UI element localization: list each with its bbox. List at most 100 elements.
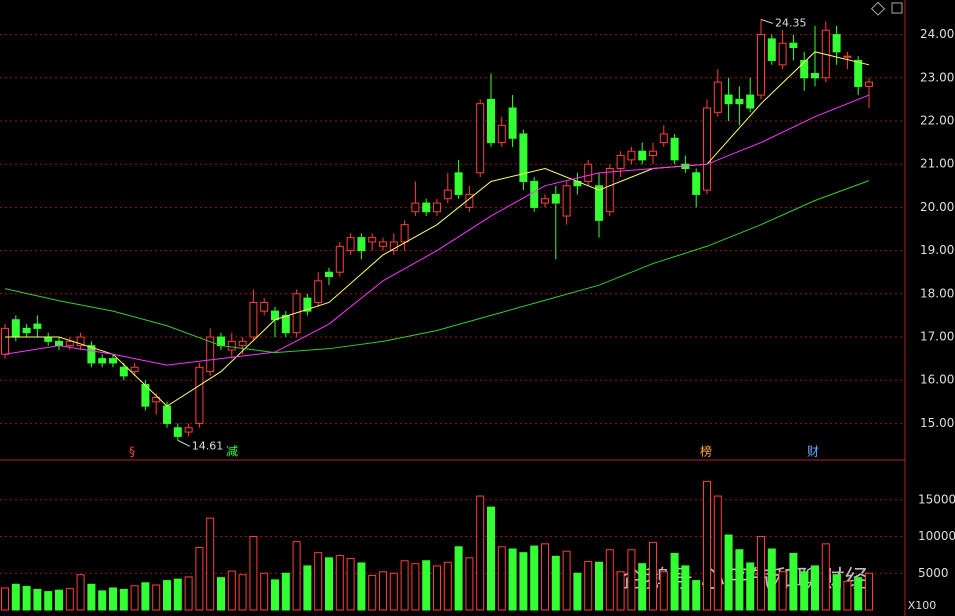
candle-body: [22, 327, 31, 334]
volume-bar: [260, 572, 269, 611]
candle-body: [551, 193, 560, 204]
candle-body: [659, 133, 668, 144]
candle-body: [173, 427, 182, 437]
candle-body: [530, 180, 539, 208]
volume-bar: [616, 571, 625, 611]
candle-body: [357, 237, 366, 252]
icon-box[interactable]: [891, 2, 903, 14]
volume-bar: [206, 517, 215, 611]
volume-bar: [411, 563, 420, 611]
candle-body: [584, 163, 593, 182]
candle-body: [44, 336, 53, 342]
volume-bar: [65, 588, 74, 611]
annotation-leader: [760, 18, 774, 24]
volume-bar: [746, 562, 755, 611]
y2-tick-label: 10000: [918, 529, 955, 543]
volume-bar: [595, 561, 603, 611]
candle-body: [649, 150, 657, 157]
candle-body: [811, 72, 819, 79]
candle-body: [508, 107, 517, 139]
volume-bar: [767, 548, 776, 611]
moving-average-line: [4, 94, 870, 366]
volume-bar: [249, 536, 258, 611]
candle-body: [130, 366, 139, 373]
candle-body: [778, 42, 787, 66]
candle-body: [141, 384, 150, 407]
candle-body: [735, 98, 744, 105]
volume-bar: [346, 558, 355, 611]
volume-bar: [271, 579, 279, 611]
y-tick-label: 23.00: [920, 70, 954, 84]
candle-body: [249, 301, 258, 338]
candle-body: [703, 107, 711, 191]
candle-body: [800, 59, 809, 79]
candle-body: [65, 340, 74, 347]
volume-bar: [357, 562, 366, 611]
y-tick-label: 18.00: [920, 286, 954, 300]
volume-bar: [821, 543, 830, 611]
volume-bar: [141, 582, 150, 611]
volume-bar: [681, 565, 690, 611]
volume-bar: [724, 534, 733, 611]
candle-body: [206, 336, 215, 373]
volume-bar: [22, 585, 31, 611]
candle-body: [76, 336, 85, 347]
volume-bar: [433, 565, 441, 611]
signal-marker: 榜: [700, 444, 712, 459]
watermark: 企鹅号 心平气和聊财经: [621, 565, 869, 593]
candle-body: [454, 172, 463, 195]
volume-bar: [627, 549, 636, 611]
candle-body: [1, 327, 9, 355]
y2-tick-label: 15000: [918, 492, 955, 506]
signal-marker: 财: [807, 445, 819, 459]
signal-marker: §: [129, 445, 135, 459]
volume-bar: [292, 541, 301, 611]
volume-bar: [119, 588, 128, 611]
volume-bar: [605, 549, 614, 611]
candle-body: [843, 55, 852, 58]
candle-body: [692, 172, 701, 195]
volume-bar: [389, 572, 398, 611]
candle-body: [195, 366, 204, 424]
volume-bar: [659, 571, 668, 611]
candle-body: [595, 185, 603, 221]
candle-body: [325, 271, 333, 278]
candle-body: [346, 237, 355, 252]
y-tick-label: 24.00: [920, 27, 954, 41]
y-tick-label: 21.00: [920, 157, 954, 171]
volume-bar: [519, 552, 528, 611]
volume-bar: [562, 550, 571, 611]
volume-bar: [487, 506, 495, 611]
signal-marker: 减: [226, 445, 238, 459]
candle-body: [400, 224, 409, 243]
volume-bar: [703, 480, 711, 611]
candle-body: [335, 245, 344, 273]
volume-bar: [757, 536, 765, 611]
y-tick-label: 22.00: [920, 113, 954, 127]
volume-bar: [130, 585, 139, 611]
volume-bar: [638, 563, 647, 611]
y-tick-label: 17.00: [920, 330, 954, 344]
volume-bar: [573, 572, 582, 611]
candle-body: [119, 366, 128, 377]
candle-body: [497, 124, 506, 144]
icon-diamond[interactable]: [870, 1, 886, 16]
y-tick-label: 15.00: [920, 416, 954, 430]
moving-average-line: [4, 180, 870, 354]
candle-body: [616, 155, 625, 170]
unit-label: X100: [908, 599, 937, 612]
candle-body: [541, 198, 549, 204]
annotation-leader: [177, 439, 191, 447]
candle-body: [487, 98, 495, 144]
y-tick-label: 16.00: [920, 373, 954, 387]
volume-bar: [44, 591, 53, 611]
volume-bar: [454, 546, 463, 611]
volume-bar: [195, 547, 204, 611]
candle-body: [163, 405, 171, 424]
volume-bar: [530, 545, 539, 611]
volume-bar: [152, 584, 161, 611]
volume-bar: [11, 583, 20, 611]
volume-bar: [173, 578, 182, 611]
low-annotation: 14.61: [192, 439, 224, 452]
